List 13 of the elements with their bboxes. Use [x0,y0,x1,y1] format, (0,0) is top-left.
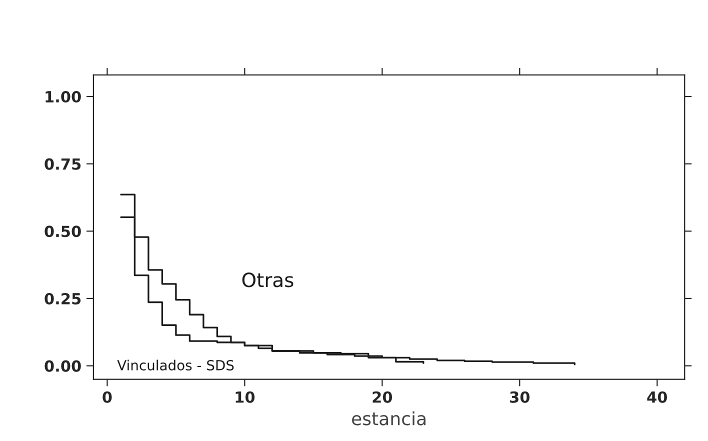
x-axis-title: estancia [352,411,426,426]
x-tick-label: 30 [510,391,530,403]
x-tick-label: 40 [647,391,668,403]
x-tick-label: 20 [372,391,392,403]
y-tick-label: 0.50 [44,226,81,238]
text: Otras [242,272,294,288]
series-label: Vinculados - SDS [117,360,234,370]
x-tick-label: 0 [102,391,112,403]
y-tick-label: 1.00 [46,90,81,103]
x-tick-label: 10 [236,391,255,403]
y-tick-label: 0.75 [44,158,81,170]
y-tick-label: 0.00 [44,360,81,372]
y-tick-label: 0.25 [44,292,81,304]
